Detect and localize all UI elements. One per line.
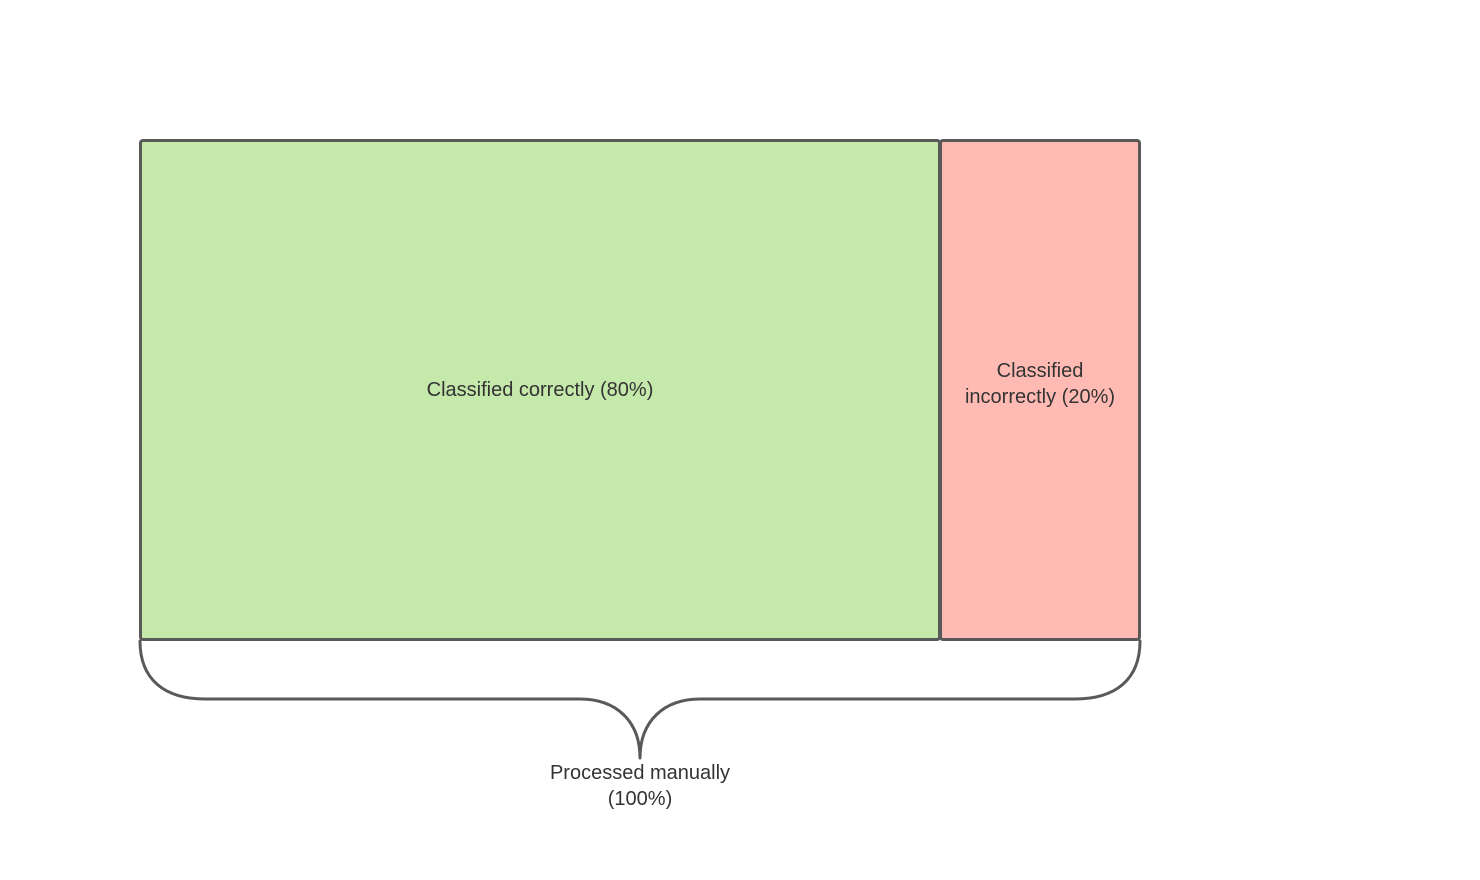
curly-brace-path [138,639,1142,760]
processed-manually-label: Processed manually (100%) [500,760,780,812]
processed-manually-label-line-2: (100%) [607,788,673,810]
classified-incorrectly-label-line-1: Classified [996,360,1084,382]
processed-manually-label-line-1: Processed manually [549,762,731,784]
classified-incorrectly-label-line-2: incorrectly (20%) [964,386,1116,408]
classified-correctly-label: Classified correctly (80%) [426,379,654,401]
classified-correctly-box: Classified correctly (80%) [139,139,941,641]
classified-incorrectly-box: Classified incorrectly (20%) [939,139,1141,641]
classified-incorrectly-label: Classified incorrectly (20%) [965,358,1115,410]
